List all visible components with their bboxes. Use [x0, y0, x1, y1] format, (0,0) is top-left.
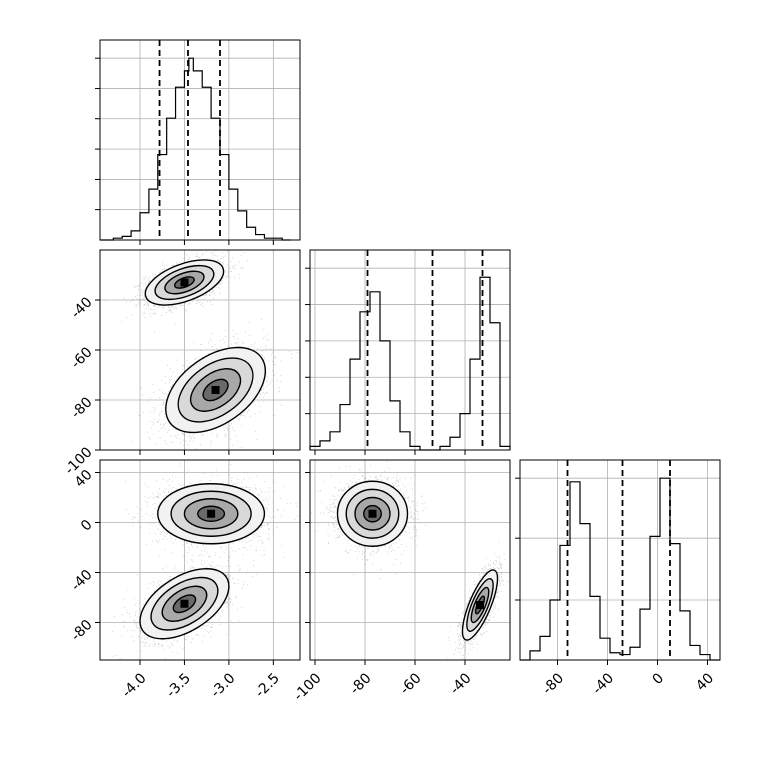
x-tick-label: -80 [540, 670, 567, 697]
y-tick-label: -40 [68, 294, 95, 321]
x-tick-label: -40 [447, 670, 474, 697]
histogram-step [520, 477, 720, 661]
histogram-step [100, 57, 292, 241]
x-tick-label: -2.5 [252, 670, 283, 701]
density-peak [207, 509, 216, 518]
x-tick-label: -40 [590, 670, 617, 697]
histogram-step [309, 276, 511, 451]
axes-frame [309, 459, 511, 661]
x-tick-label: -60 [397, 670, 424, 697]
density-layer [311, 460, 510, 659]
x-tick-label: -100 [291, 670, 325, 704]
y-tick-label: -60 [68, 344, 95, 371]
y-tick-label: -80 [68, 617, 95, 644]
density-layer [112, 463, 300, 660]
density-peak [211, 386, 220, 394]
axes-frame [99, 459, 301, 661]
x-tick-label: -80 [347, 670, 374, 697]
x-tick-label: -3.0 [208, 670, 239, 701]
density-panel [95, 249, 301, 455]
y-tick-label: 0 [78, 517, 96, 535]
x-tick-label: 40 [693, 670, 717, 694]
x-tick-label: 0 [649, 670, 667, 688]
density-peak [476, 601, 484, 609]
y-tick-label: -80 [68, 394, 95, 421]
axes-frame [519, 459, 721, 661]
histogram-panel [95, 39, 301, 245]
density-peak [368, 509, 377, 518]
x-tick-label: -3.5 [163, 670, 194, 701]
density-panel [305, 459, 511, 665]
density-layer [105, 250, 298, 450]
axes-frame [99, 39, 301, 241]
density-peak [180, 599, 189, 608]
x-tick-label: -4.0 [119, 670, 150, 701]
scatter-points [311, 460, 510, 659]
histogram-panel [515, 459, 721, 665]
histogram-panel [305, 249, 511, 455]
density-peak [180, 278, 189, 287]
axes-frame [309, 249, 511, 451]
y-tick-label: -40 [68, 567, 95, 594]
density-panel [95, 459, 301, 665]
